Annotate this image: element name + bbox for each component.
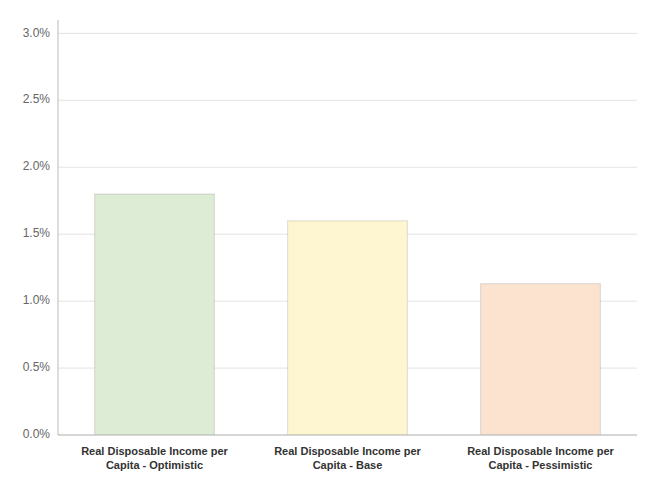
y-tick-label: 1.5%	[23, 226, 51, 240]
grid-line	[58, 167, 637, 168]
bar	[481, 284, 601, 435]
x-tick-label: Real Disposable Income perCapita - Optim…	[81, 445, 228, 471]
x-axis-line	[58, 435, 637, 436]
grid-line	[58, 33, 637, 34]
y-tick-label: 2.5%	[23, 92, 51, 106]
y-tick-label: 2.0%	[23, 159, 51, 173]
chart-container: 0.0% 0.5% 1.0% 1.5% 2.0% 2.5% 3.0% Real Disposa…	[0, 0, 653, 497]
y-tick-label: 1.0%	[23, 293, 51, 307]
y-tick-label: 3.0%	[23, 26, 51, 40]
y-tick-label: 0.5%	[23, 360, 51, 374]
bars	[95, 194, 601, 435]
chart: 0.0% 0.5% 1.0% 1.5% 2.0% 2.5% 3.0% Real Disposa…	[0, 0, 653, 497]
x-axis: Real Disposable Income perCapita - Optim…	[81, 445, 614, 471]
y-axis: 0.0% 0.5% 1.0% 1.5% 2.0% 2.5% 3.0%	[23, 20, 58, 441]
x-tick-label: Real Disposable Income perCapita - Pessi…	[467, 445, 614, 471]
y-tick-label: 0.0%	[23, 427, 51, 441]
bar	[288, 221, 408, 435]
y-axis-line	[58, 20, 59, 435]
grid	[58, 33, 637, 435]
bar	[95, 194, 215, 435]
grid-line	[58, 100, 637, 101]
x-tick-label: Real Disposable Income perCapita - Base	[274, 445, 421, 471]
grid-line	[58, 435, 637, 436]
